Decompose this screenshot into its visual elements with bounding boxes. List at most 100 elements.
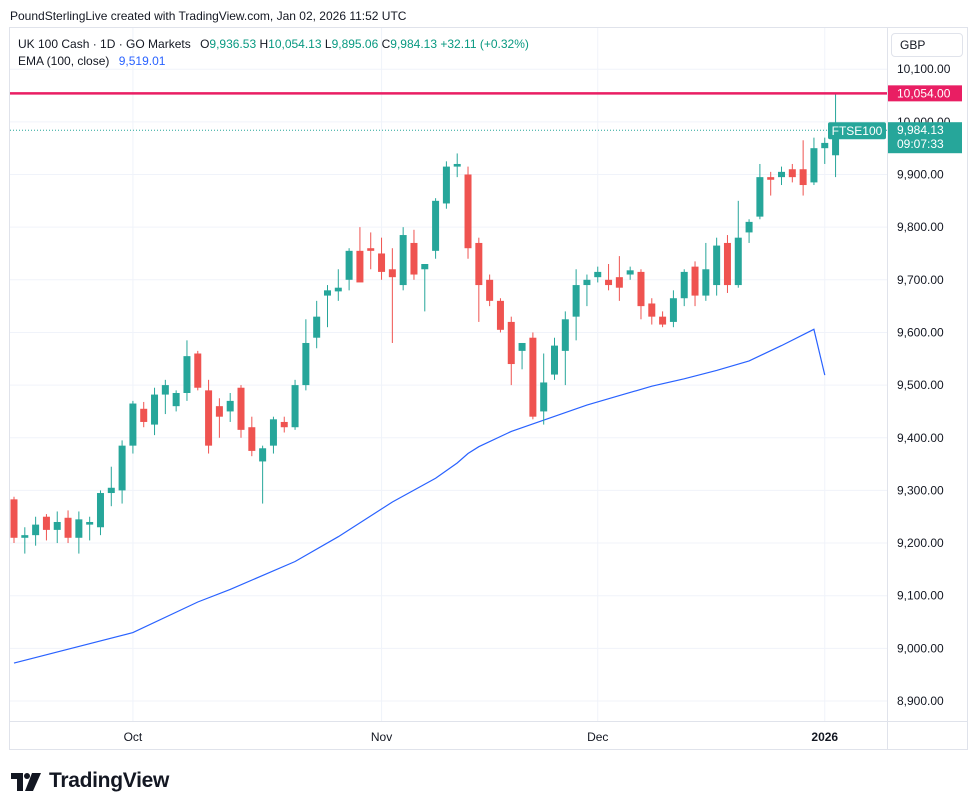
ema-label[interactable]: EMA (100, close) bbox=[18, 54, 110, 68]
candle bbox=[302, 319, 310, 391]
candle bbox=[86, 516, 94, 541]
candle bbox=[205, 379, 213, 454]
candle bbox=[583, 274, 591, 307]
candle bbox=[21, 527, 29, 554]
candle bbox=[453, 153, 461, 178]
chart-frame bbox=[9, 27, 968, 750]
candle bbox=[799, 140, 807, 196]
ohlc-legend-row: UK 100 Cash · 1D · GO Markets O9,936.53 … bbox=[18, 36, 529, 53]
candle bbox=[442, 161, 450, 209]
candle-body bbox=[53, 521, 61, 530]
low-value: 9,895.06 bbox=[331, 37, 379, 51]
candle bbox=[291, 379, 299, 430]
candle bbox=[464, 166, 472, 259]
candle-body bbox=[205, 390, 213, 446]
low-label: L bbox=[324, 37, 332, 51]
candle bbox=[215, 398, 223, 438]
candle-body bbox=[269, 419, 277, 446]
candle bbox=[280, 416, 288, 433]
ema-legend-row: EMA (100, close) 9,519.01 bbox=[18, 53, 529, 70]
candle-body bbox=[518, 342, 526, 351]
candles-layer bbox=[10, 93, 840, 554]
last-price-label: 9,984.13 bbox=[897, 123, 944, 137]
candle-body bbox=[605, 279, 613, 286]
candle-body bbox=[723, 242, 731, 286]
candle bbox=[237, 385, 245, 438]
tradingview-logo-icon bbox=[11, 773, 41, 791]
candle-body bbox=[778, 171, 786, 178]
candle bbox=[432, 198, 440, 259]
candle bbox=[551, 337, 558, 380]
candle bbox=[64, 510, 72, 544]
candle bbox=[475, 237, 483, 322]
change-value: +32.11 (+0.32%) bbox=[440, 37, 529, 51]
candle-body bbox=[367, 248, 375, 251]
candle-body bbox=[215, 406, 223, 417]
candle bbox=[96, 490, 104, 536]
y-tick-label: 9,800.00 bbox=[897, 220, 944, 234]
symbol-label[interactable]: UK 100 Cash · 1D · GO Markets bbox=[18, 37, 191, 51]
candle bbox=[172, 390, 180, 412]
candle-body bbox=[399, 235, 407, 286]
candle bbox=[248, 416, 256, 457]
candle bbox=[626, 266, 634, 280]
candle bbox=[518, 342, 526, 370]
candle bbox=[183, 340, 191, 401]
ema-line bbox=[13, 328, 826, 664]
candle bbox=[107, 466, 115, 507]
y-tick-label: 9,600.00 bbox=[897, 325, 944, 339]
candle bbox=[334, 269, 342, 301]
candle-body bbox=[172, 392, 180, 407]
candle-body bbox=[280, 421, 288, 428]
candle-body bbox=[161, 385, 169, 395]
candle bbox=[713, 237, 721, 296]
candle bbox=[259, 445, 267, 504]
candle-body bbox=[756, 177, 764, 217]
candle bbox=[388, 248, 396, 343]
candle-body bbox=[378, 253, 386, 272]
x-tick-label: Nov bbox=[371, 730, 392, 744]
candle-body bbox=[323, 290, 331, 296]
candle-body bbox=[475, 242, 483, 286]
candle bbox=[767, 171, 775, 196]
open-value: 9,936.53 bbox=[209, 37, 257, 51]
candle-body bbox=[345, 250, 353, 280]
candle bbox=[669, 290, 677, 328]
candle bbox=[10, 496, 18, 544]
y-tick-label: 9,000.00 bbox=[897, 641, 944, 655]
candle bbox=[821, 137, 829, 164]
candle bbox=[323, 285, 331, 328]
candle bbox=[53, 511, 61, 544]
candle bbox=[745, 219, 753, 243]
candle bbox=[32, 516, 40, 546]
ema-value: 9,519.01 bbox=[118, 54, 166, 68]
candle bbox=[194, 350, 202, 391]
candle-body bbox=[810, 148, 818, 183]
candle bbox=[226, 392, 234, 422]
candle bbox=[42, 514, 50, 541]
open-label: O bbox=[200, 37, 210, 51]
candle-body bbox=[248, 427, 256, 451]
candle-body bbox=[237, 387, 245, 430]
candle bbox=[507, 316, 515, 386]
candle-body bbox=[659, 316, 667, 325]
candle-body bbox=[702, 269, 710, 296]
candle bbox=[529, 332, 537, 420]
candle-body bbox=[691, 266, 699, 296]
candle-body bbox=[551, 345, 558, 375]
candle bbox=[594, 266, 602, 283]
candle-body bbox=[313, 316, 321, 338]
candle bbox=[313, 300, 321, 349]
y-tick-label: 9,700.00 bbox=[897, 273, 944, 287]
candle bbox=[161, 379, 169, 415]
candle bbox=[118, 440, 126, 504]
candle-body bbox=[107, 487, 115, 494]
candle-body bbox=[583, 279, 591, 286]
candle-body bbox=[464, 174, 472, 249]
candle bbox=[378, 237, 386, 280]
currency-button[interactable]: GBP bbox=[891, 33, 963, 57]
candle bbox=[810, 137, 818, 186]
candle bbox=[540, 353, 548, 425]
